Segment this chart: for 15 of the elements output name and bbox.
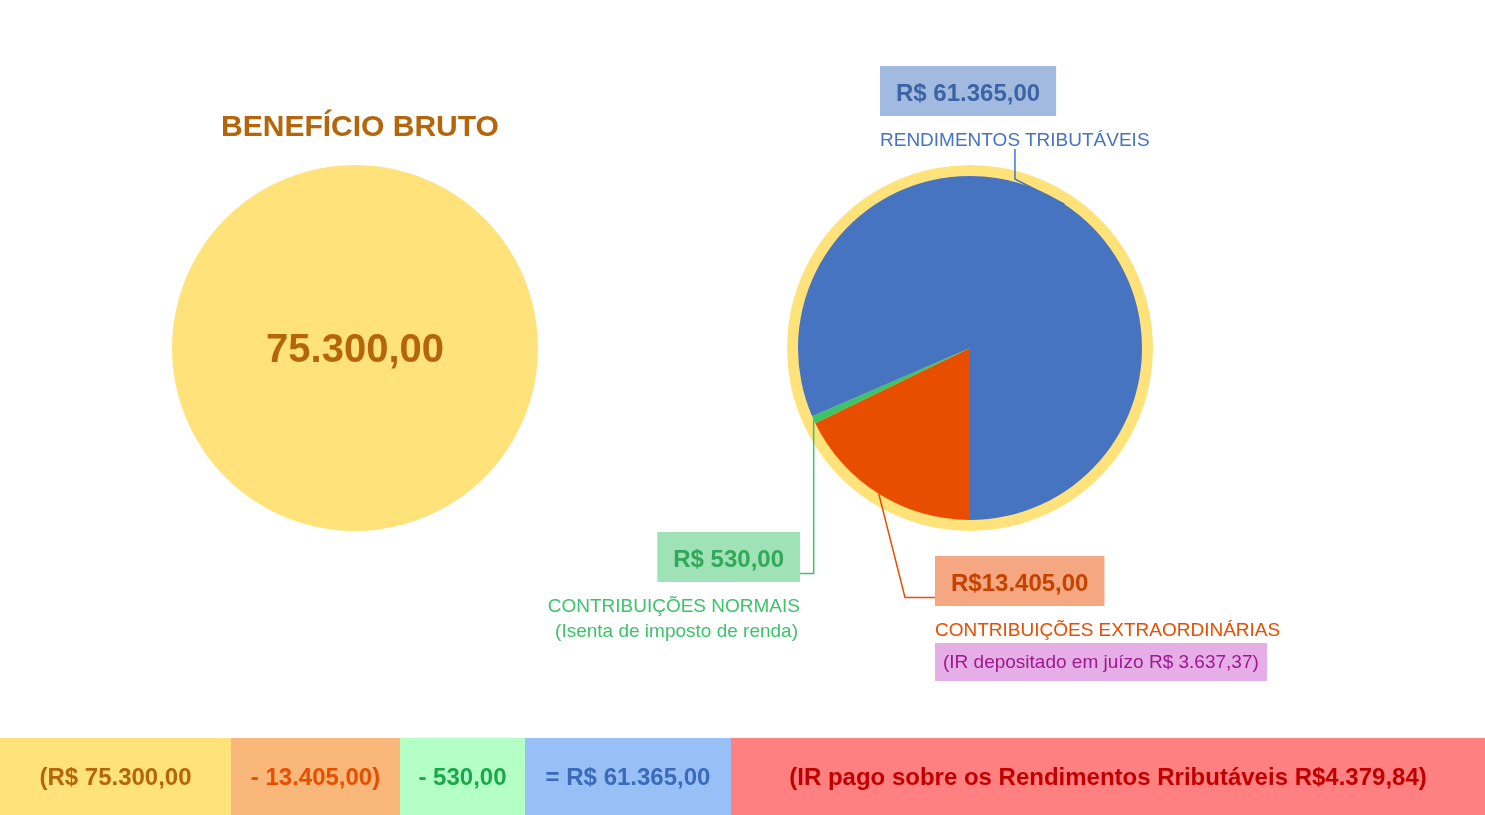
chart-title: BENEFÍCIO BRUTO: [221, 108, 499, 142]
slice-label: CONTRIBUIÇÕES NORMAIS: [547, 595, 800, 616]
text: (IR pago sobre os Rendimentos Rributáveis R$4.379,84): [731, 738, 1485, 815]
data-label: R$ 61.365,00: [896, 78, 1041, 106]
text: = R$ 61.365,00: [525, 738, 731, 815]
data-label: R$ 530,00: [673, 544, 784, 572]
data-label: R$13.405,00: [951, 568, 1089, 596]
text: - 13.405,00): [231, 738, 400, 815]
text: (R$ 75.300,00: [0, 738, 231, 815]
data-label: 75.300,00: [266, 326, 444, 370]
slice-label: RENDIMENTOS TRIBUTÁVEIS: [880, 129, 1150, 150]
text: - 530,00: [400, 738, 525, 815]
slice-label: CONTRIBUIÇÕES EXTRAORDINÁRIAS: [935, 619, 1281, 640]
text: (IR depositado em juízo R$ 3.637,37): [935, 643, 1267, 681]
text: (Isenta de imposto de renda): [555, 620, 798, 642]
